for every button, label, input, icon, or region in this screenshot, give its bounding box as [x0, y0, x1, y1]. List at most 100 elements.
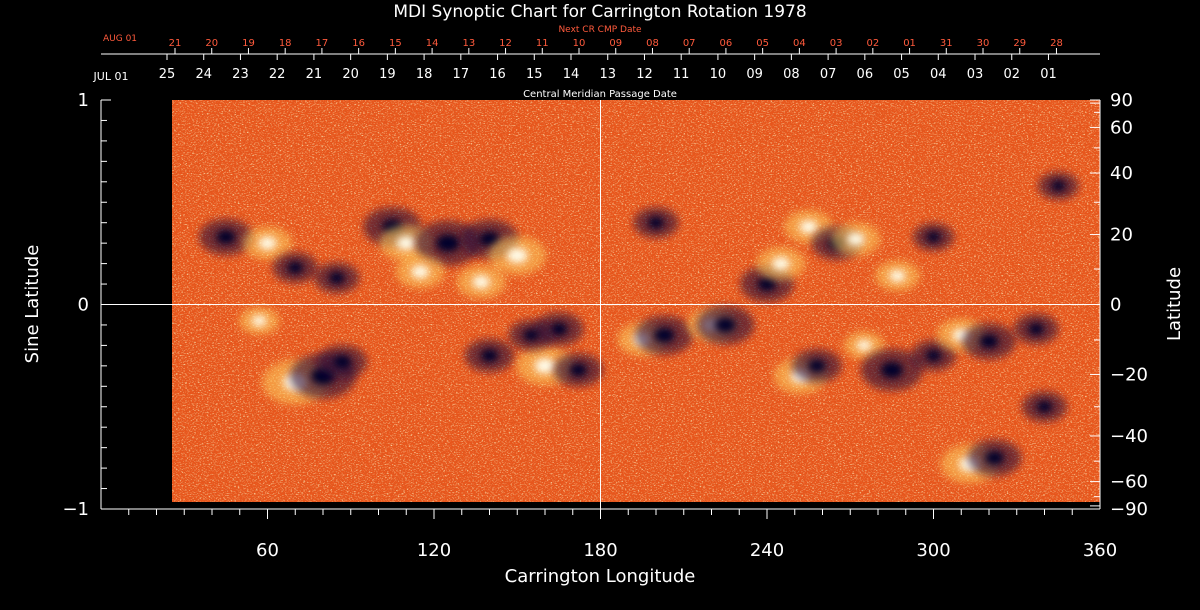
region-core-negative	[328, 271, 346, 284]
region-core-negative	[926, 231, 941, 243]
region-core-positive	[846, 232, 865, 246]
y-left-tick-label: −1	[62, 499, 89, 520]
cmp-date-label: 08	[783, 67, 800, 82]
region-core-negative	[333, 355, 352, 369]
y-axis-label-left: Sine Latitude	[22, 245, 43, 364]
region-core-positive	[534, 358, 556, 374]
y-right-tick-label: 0	[1110, 295, 1121, 316]
region-core-positive	[771, 257, 790, 271]
y-right-tick-label: −60	[1110, 472, 1148, 493]
next-cmp-date-label: 15	[389, 38, 402, 49]
region-core-negative	[979, 334, 999, 349]
cmp-date-label: 17	[453, 67, 470, 82]
next-cmp-date-label: 08	[646, 38, 659, 49]
next-cmp-date-label: 21	[169, 38, 182, 49]
cmp-date-label: 19	[379, 67, 396, 82]
next-cmp-date-label: 12	[499, 38, 512, 49]
cmp-date-label: 15	[526, 67, 543, 82]
x-tick-label: 360	[1083, 540, 1117, 561]
x-tick-label: 240	[750, 540, 784, 561]
cmp-date-label: 16	[489, 67, 506, 82]
next-cmp-date-label: 30	[977, 38, 990, 49]
next-cmp-axis: 21 20 19 18 17 16 15 14 13 12 11 10 09 08 07 06 05 04 03 02…	[169, 38, 1063, 54]
next-cmp-month-label: AUG 01	[103, 34, 137, 44]
region-core-negative	[216, 229, 236, 245]
region-core-negative	[1050, 180, 1066, 192]
next-cmp-date-label: 29	[1013, 38, 1026, 49]
region-core-negative	[569, 363, 588, 377]
cmp-date-label: 13	[599, 67, 616, 82]
cmp-date-label: 14	[563, 67, 580, 82]
cmp-date-label: 21	[306, 67, 323, 82]
region-core-positive	[251, 315, 267, 327]
next-cmp-date-label: 10	[573, 38, 586, 49]
next-cmp-date-label: 03	[830, 38, 843, 49]
cmp-date-label: 06	[857, 67, 874, 82]
x-axis: 60 120 180 240 300 360	[128, 509, 1117, 561]
next-cmp-date-label: 02	[866, 38, 879, 49]
region-core-negative	[984, 450, 1005, 466]
cmp-date-label: 24	[195, 67, 212, 82]
y-right-tick-label: 40	[1110, 163, 1133, 184]
magnetogram	[172, 100, 1100, 502]
y-axis-left-ticks: 1 0 −1	[62, 90, 111, 520]
next-cmp-date-label: 01	[903, 38, 916, 49]
next-cmp-date-label: 06	[720, 38, 733, 49]
magnetogram-bright-noise	[172, 100, 1100, 502]
cmp-date-label: 02	[1003, 67, 1020, 82]
region-core-negative	[478, 231, 501, 247]
x-tick-label: 60	[256, 540, 279, 561]
region-core-negative	[714, 317, 736, 333]
next-cmp-date-label: 19	[242, 38, 255, 49]
region-core-positive	[472, 275, 491, 289]
y-right-tick-label: 60	[1110, 117, 1133, 138]
region-core-positive	[258, 236, 277, 250]
active-regions	[199, 171, 1079, 484]
cmp-date-label: 09	[746, 67, 763, 82]
next-cmp-date-label: 05	[756, 38, 769, 49]
y-right-tick-label: 20	[1110, 225, 1133, 246]
cmp-month-label: JUL 01	[93, 70, 129, 83]
region-core-positive	[411, 265, 430, 279]
region-core-negative	[653, 327, 675, 343]
region-core-negative	[807, 359, 826, 373]
region-core-negative	[549, 322, 568, 336]
region-core-negative	[925, 349, 942, 362]
cmp-date-label: 18	[416, 67, 433, 82]
y-axis-right-ticks: 90 60 40 20 0 −20 −40 −60 −90	[1090, 90, 1148, 520]
region-core-negative	[480, 349, 499, 363]
region-core-negative	[757, 276, 777, 292]
y-right-tick-label: −90	[1110, 499, 1148, 520]
y-right-tick-label: −20	[1110, 364, 1148, 385]
next-cmp-date-label: 13	[462, 38, 475, 49]
cmp-axis-title: Central Meridian Passage Date	[523, 89, 677, 100]
next-cmp-date-label: 31	[940, 38, 953, 49]
region-core-positive	[506, 247, 528, 264]
cmp-date-label: 01	[1040, 67, 1057, 82]
next-cmp-date-label: 17	[316, 38, 329, 49]
next-cmp-date-label: 07	[683, 38, 696, 49]
region-core-negative	[435, 234, 460, 252]
region-core-negative	[880, 361, 904, 379]
cmp-date-label: 20	[342, 67, 359, 82]
next-cmp-date-label: 18	[279, 38, 292, 49]
x-tick-label: 180	[583, 540, 617, 561]
region-core-positive	[396, 236, 417, 251]
y-right-tick-label: 90	[1110, 90, 1133, 111]
y-right-tick-label: −40	[1110, 426, 1148, 447]
x-tick-label: 120	[417, 540, 451, 561]
cmp-date-label: 22	[269, 67, 286, 82]
next-cmp-date-label: 16	[352, 38, 365, 49]
cmp-date-label: 04	[930, 67, 947, 82]
cmp-date-label: 23	[232, 67, 249, 82]
next-cmp-date-label: 14	[426, 38, 439, 49]
region-core-negative	[287, 261, 304, 274]
cmp-date-axis: 25 24 23 22 21 20 19 18 17 16 15 14 13 12 11 10 09 08 07 06…	[159, 54, 1057, 82]
next-cmp-date-label: 11	[536, 38, 549, 49]
region-core-positive	[856, 339, 872, 351]
region-core-negative	[522, 329, 540, 342]
cmp-date-label: 11	[673, 67, 690, 82]
y-axis-label-right: Latitude	[1164, 267, 1185, 341]
region-core-positive	[799, 220, 818, 234]
